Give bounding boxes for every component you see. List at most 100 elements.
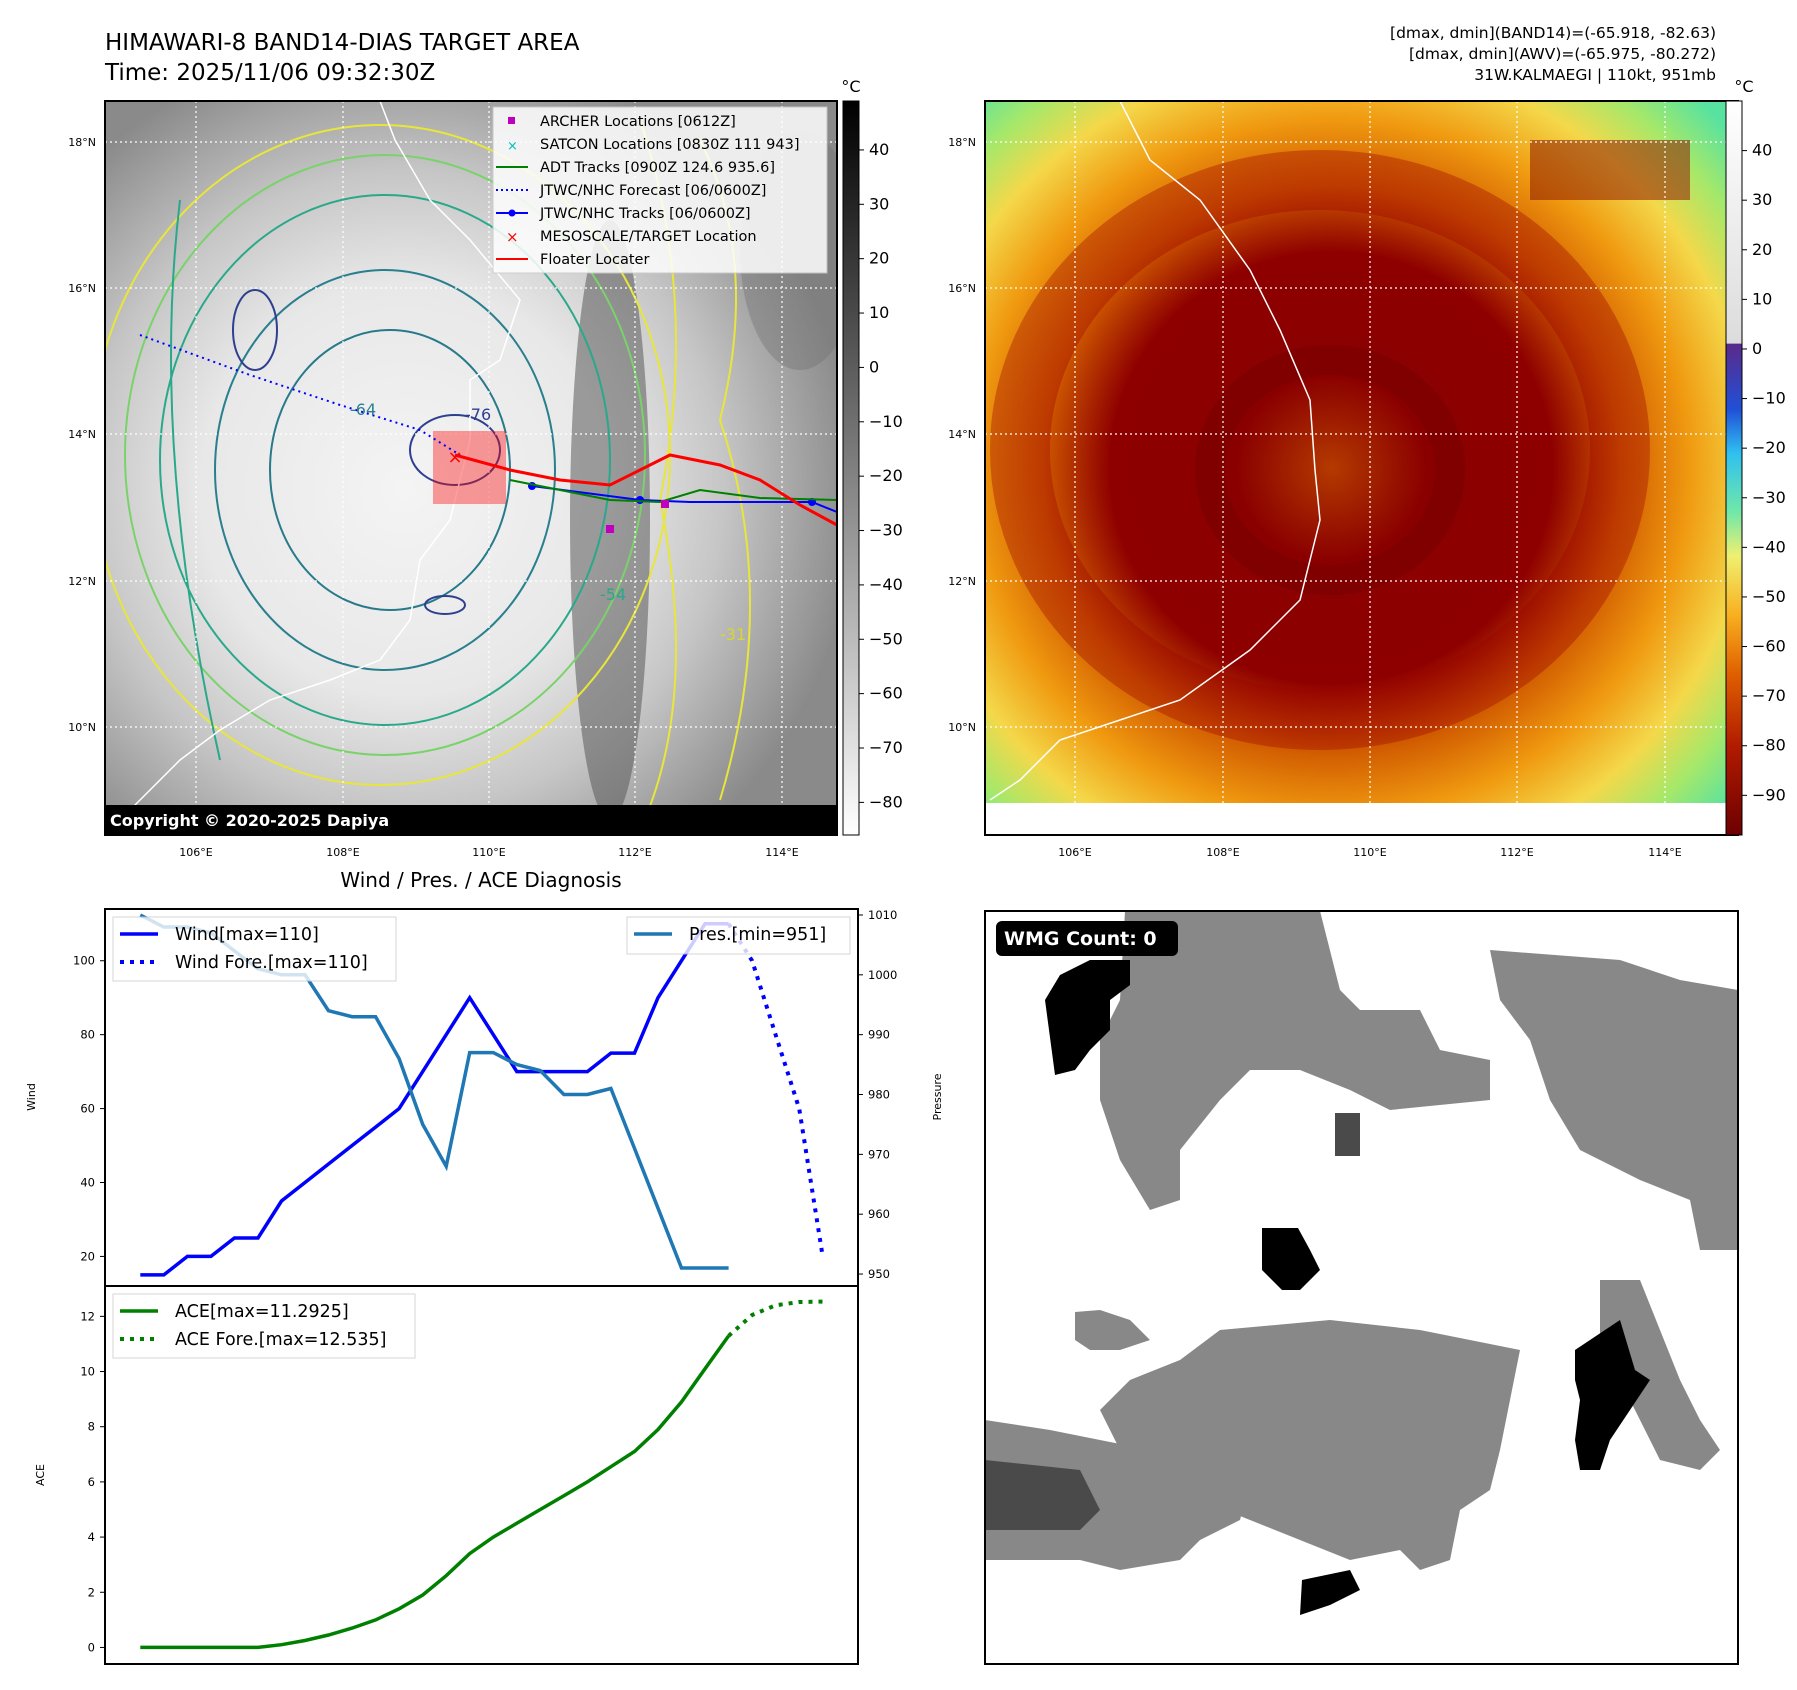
legend-target: MESOSCALE/TARGET Location: [540, 229, 757, 245]
diagnosis-title: Wind / Pres. / ACE Diagnosis: [340, 868, 621, 892]
wind-tick-label: 60: [80, 1102, 95, 1116]
ace-tick-label: 0: [88, 1640, 95, 1654]
wmg-count-badge: WMG Count: 0: [1004, 928, 1157, 950]
colorbar-color-unit: °C: [1734, 77, 1753, 96]
colorbar-color-bar: [1725, 100, 1743, 836]
lat-label: 16°N: [68, 282, 96, 295]
colorbar-tick-label: −30: [1752, 488, 1786, 507]
pressure-tick-label: 1000: [868, 968, 897, 982]
ace-tick-label: 8: [88, 1420, 95, 1434]
ace-y-ticks: 12 10 8 6 4 2 0: [80, 1309, 105, 1654]
wind-y-ticks: 100 80 60 40 20: [73, 954, 105, 1263]
pressure-legend-label: Pres.[min=951]: [689, 925, 826, 945]
legend-adt: ADT Tracks [0900Z 124.6 935.6]: [540, 160, 775, 176]
colorbar-tick-label: 20: [1752, 240, 1772, 259]
coastline: [989, 101, 1321, 801]
copyright-text: Copyright © 2020-2025 Dapiya: [110, 811, 389, 830]
no-data-edge: [985, 803, 1738, 835]
legend-satcon: SATCON Locations [0830Z 111 943]: [540, 137, 799, 153]
lon-label: 114°E: [765, 846, 798, 859]
floater-locater-track: [454, 453, 837, 527]
contour-lines: [105, 119, 751, 831]
colorbar-tick-label: −40: [869, 575, 903, 594]
colorbar-tick-label: −70: [1752, 686, 1786, 705]
colorbar-tick-label: 30: [869, 194, 889, 213]
legend-tracks: JTWC/NHC Tracks [06/0600Z]: [539, 206, 751, 222]
adt-track: [509, 479, 837, 504]
color-map-panel: 18°N 16°N 14°N 12°N 10°N 106°E 108°E 110…: [948, 100, 1739, 859]
legend-archer: ARCHER Locations [0612Z]: [540, 114, 736, 130]
colorbar-gray-unit: °C: [841, 77, 860, 96]
colorbar-tick-label: −80: [1752, 736, 1786, 755]
coastline: [119, 101, 521, 821]
colorbar-tick-label: 0: [1752, 339, 1762, 358]
color-outer-band: [990, 150, 1650, 750]
color-eye-ring: [1195, 345, 1465, 595]
archer-marker: [661, 500, 669, 508]
legend-satcon-symbol: ×: [507, 139, 518, 154]
map-gridlines: [985, 101, 1738, 835]
wind-tick-label: 100: [73, 954, 95, 968]
lon-label: 114°E: [1648, 846, 1681, 859]
contour-label: -31: [720, 625, 746, 644]
lat-label: 18°N: [68, 136, 96, 149]
wmg-dark-regions: [985, 1113, 1360, 1530]
info-storm: 31W.KALMAEGI | 110kt, 951mb: [1474, 66, 1716, 84]
colorbar-tick-label: −80: [869, 792, 903, 811]
colorbar-color: °C 40 30 20 10 0 −10 −20 −30 −40 −50 −60 −70 −80 −90: [1725, 77, 1786, 836]
colorbar-tick-label: 30: [1752, 190, 1772, 209]
pressure-tick-label: 990: [868, 1028, 890, 1042]
ace-frame: [104, 1285, 859, 1665]
pressure-tick-label: 1010: [868, 908, 897, 922]
wind-tick-label: 20: [80, 1249, 95, 1263]
target-marker: ×: [447, 447, 462, 468]
lat-label: 18°N: [948, 136, 976, 149]
lat-label: 10°N: [68, 721, 96, 734]
map-legend: ARCHER Locations [0612Z] × SATCON Locati…: [492, 106, 828, 274]
wmg-frame: [984, 910, 1739, 1665]
wind-axis-label: Wind: [25, 1083, 38, 1111]
colorbar-tick-label: −90: [1752, 785, 1786, 804]
colorbar-tick-label: −50: [869, 629, 903, 648]
ace-plot: 12 10 8 6 4 2 0 ACE ACE[max=11.2925] ACE Fore.…: [34, 1285, 859, 1665]
ace-tick-label: 2: [88, 1585, 95, 1599]
ir-cold-band: [570, 220, 650, 820]
wind-fore-legend-label: Wind Fore.[max=110]: [175, 953, 368, 973]
lon-label: 112°E: [1500, 846, 1533, 859]
contour-label: -64: [350, 400, 376, 419]
colorbar-tick-label: −50: [1752, 587, 1786, 606]
lon-label: 108°E: [1206, 846, 1239, 859]
lon-label: 106°E: [1058, 846, 1091, 859]
wmg-gray-regions: [985, 911, 1738, 1570]
figure-title: HIMAWARI-8 BAND14-DIAS TARGET AREA: [105, 30, 580, 56]
ace-forecast-line: [727, 1299, 823, 1338]
info-awv: [dmax, dmin](AWV)=(-65.975, -80.272): [1409, 45, 1716, 63]
colorbar-tick-label: 10: [1752, 289, 1772, 308]
pressure-y-ticks: 1010 1000 990 980 970 960 950: [858, 908, 897, 1281]
legend-target-symbol: ×: [506, 228, 519, 246]
color-cloud-field: [985, 101, 1738, 835]
legend-archer-symbol: [508, 117, 515, 124]
colorbar-tick-label: 0: [869, 357, 879, 376]
lon-label: 110°E: [472, 846, 505, 859]
colorbar-tick-label: −70: [869, 738, 903, 757]
colorbar-tick-label: −20: [869, 466, 903, 485]
ace-axis-label: ACE: [34, 1464, 47, 1486]
lat-label: 12°N: [68, 575, 96, 588]
target-area-box: [433, 431, 506, 504]
ace-tick-label: 4: [88, 1530, 95, 1544]
colorbar-tick-label: −30: [869, 521, 903, 540]
wmg-count-badge-bg: [996, 921, 1178, 956]
ace-line: [140, 1334, 731, 1650]
colorbar-color-ticks: 40 30 20 10 0 −10 −20 −30 −40 −50 −60 −70 −80 −90: [1742, 141, 1786, 804]
figure-time: Time: 2025/11/06 09:32:30Z: [104, 60, 435, 86]
wind-legend-label: Wind[max=110]: [175, 925, 319, 945]
wind-tick-label: 40: [80, 1176, 95, 1190]
lon-label: 110°E: [1353, 846, 1386, 859]
colorbar-tick-label: −60: [1752, 637, 1786, 656]
legend-tracks-dot: [508, 209, 516, 217]
legend-floater: Floater Locater: [540, 252, 649, 268]
color-cold-cell: [1530, 140, 1690, 200]
ir-map-panel: × -76 -64 -54 -31 Copyright © 2020-2025 …: [68, 100, 838, 859]
legend-forecast: JTWC/NHC Forecast [06/0600Z]: [539, 183, 766, 199]
